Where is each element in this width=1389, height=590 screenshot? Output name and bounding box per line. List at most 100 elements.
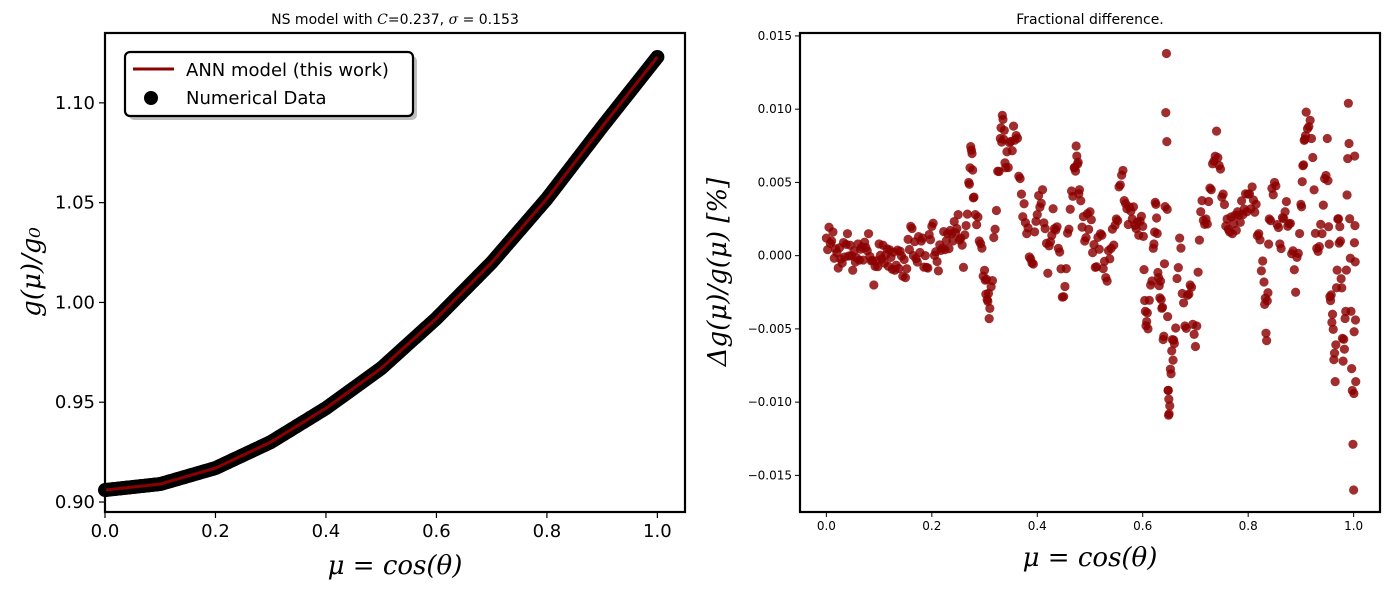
right-y-tick-label: −0.010 xyxy=(748,395,792,409)
fractional-difference-point xyxy=(983,296,993,307)
left-ylabel: g(μ)/g₀ xyxy=(17,227,47,317)
legend-label-numerical: Numerical Data xyxy=(186,88,327,109)
fractional-difference-point xyxy=(1309,185,1319,195)
fractional-difference-point xyxy=(1016,189,1027,199)
fractional-difference-point xyxy=(1156,294,1166,305)
fractional-difference-point xyxy=(1331,340,1341,350)
fractional-difference-point xyxy=(1298,160,1309,170)
left-y-tick-label: 1.10 xyxy=(55,93,95,114)
fractional-difference-point xyxy=(1113,216,1123,226)
fractional-difference-point xyxy=(1189,329,1199,339)
fractional-difference-point xyxy=(1348,439,1358,449)
right-chart: Fractional difference. 0.0 0.2 0.4 0.6 0.8 1.… xyxy=(703,12,1382,573)
right-y-tick-label: 0.010 xyxy=(758,102,792,116)
fractional-difference-point xyxy=(1097,230,1107,240)
fractional-difference-point xyxy=(1169,338,1179,349)
left-y-tick-label: 0.90 xyxy=(55,492,95,513)
fractional-difference-point xyxy=(1211,126,1222,136)
legend-box xyxy=(123,50,415,118)
fractional-difference-point xyxy=(1294,228,1305,239)
fractional-difference-point xyxy=(1305,115,1315,125)
fractional-difference-point xyxy=(925,235,936,245)
fractional-difference-point xyxy=(1098,263,1108,274)
fractional-difference-point xyxy=(1259,277,1269,287)
fractional-difference-point xyxy=(1181,323,1191,333)
fractional-difference-point xyxy=(912,257,922,267)
fractional-difference-point xyxy=(1296,202,1307,212)
right-x-tick-label: 0.2 xyxy=(922,519,941,533)
fractional-difference-point xyxy=(1250,207,1260,217)
fractional-difference-point xyxy=(944,244,954,254)
fractional-difference-point xyxy=(1262,336,1272,346)
fractional-difference-point xyxy=(1343,153,1353,164)
right-ylabel: Δg(μ)/g(μ) [%] xyxy=(703,177,733,367)
fractional-difference-point xyxy=(1261,328,1271,338)
fractional-difference-point xyxy=(1155,276,1166,286)
fractional-difference-point xyxy=(907,223,917,234)
fractional-difference-point xyxy=(1345,214,1355,224)
fractional-difference-point xyxy=(1350,221,1360,231)
fractional-difference-point xyxy=(1251,199,1261,209)
right-ticks: 0.0 0.2 0.4 0.6 0.8 1.0 −0.015 −0.010 −0.005 0.00… xyxy=(748,29,1364,533)
fractional-difference-point xyxy=(1178,298,1189,308)
fractional-difference-point xyxy=(1328,324,1338,335)
fractional-difference-point xyxy=(1235,217,1245,227)
fractional-difference-point xyxy=(1349,238,1360,248)
fractional-difference-point xyxy=(1215,164,1226,174)
fractional-difference-point xyxy=(1163,385,1173,395)
fractional-difference-point xyxy=(1219,199,1230,210)
fractional-difference-point xyxy=(894,263,904,274)
fractional-difference-point xyxy=(1310,228,1321,238)
fractional-difference-point xyxy=(1165,401,1175,411)
fractional-difference-point xyxy=(1037,185,1048,195)
right-y-tick-label: 0.000 xyxy=(758,249,792,263)
fractional-difference-point xyxy=(1236,196,1247,206)
right-chart-title: Fractional difference. xyxy=(1016,12,1164,28)
left-x-tick-label: 0.6 xyxy=(422,521,451,542)
fractional-difference-point xyxy=(1139,264,1149,275)
fractional-difference-point xyxy=(1297,177,1307,187)
fractional-difference-point xyxy=(1276,243,1286,254)
fractional-difference-point xyxy=(1136,211,1147,221)
fractional-difference-point xyxy=(1161,108,1171,118)
fractional-difference-point xyxy=(1173,263,1183,273)
fractional-difference-point xyxy=(1166,369,1176,379)
fractional-difference-point xyxy=(1162,137,1172,147)
fractional-difference-point xyxy=(1318,200,1328,210)
fractional-difference-point xyxy=(1258,256,1268,266)
fractional-difference-point xyxy=(1271,181,1281,191)
fractional-difference-point xyxy=(953,210,963,220)
right-x-tick-label: 0.6 xyxy=(1133,519,1152,533)
fractional-difference-point xyxy=(1070,166,1081,176)
fractional-difference-point xyxy=(1159,259,1170,269)
fractional-difference-point xyxy=(1076,196,1086,206)
fractional-difference-point xyxy=(990,224,1000,234)
fractional-difference-point xyxy=(1172,273,1182,284)
left-y-tick-label: 0.95 xyxy=(55,392,95,413)
fractional-difference-point xyxy=(1343,98,1353,108)
fractional-difference-point xyxy=(1340,313,1350,324)
fractional-difference-point xyxy=(1052,222,1062,232)
left-title-part3: =0.237, xyxy=(388,12,449,28)
legend-dot-swatch xyxy=(144,91,158,105)
fractional-difference-point xyxy=(1151,199,1161,209)
fractional-difference-point xyxy=(1324,239,1334,249)
left-x-tick-label: 0.2 xyxy=(201,521,230,542)
fractional-difference-point xyxy=(1262,296,1272,306)
fractional-difference-point xyxy=(961,220,971,231)
fractional-difference-point xyxy=(1142,316,1152,327)
fractional-difference-point xyxy=(1323,222,1334,232)
fractional-difference-point xyxy=(1193,267,1203,277)
fractional-difference-point xyxy=(1073,157,1083,167)
fractional-difference-point xyxy=(1346,306,1356,316)
right-y-tick-label: 0.015 xyxy=(758,29,792,43)
right-xlabel: μ = cos(θ) xyxy=(1023,543,1158,573)
fractional-difference-point xyxy=(1327,309,1338,319)
fractional-difference-point xyxy=(1327,317,1337,327)
fractional-difference-point xyxy=(1084,224,1094,234)
fractional-difference-point xyxy=(949,216,959,227)
fractional-difference-point xyxy=(987,276,998,286)
fractional-difference-point xyxy=(957,240,967,250)
fractional-difference-point xyxy=(932,256,942,267)
